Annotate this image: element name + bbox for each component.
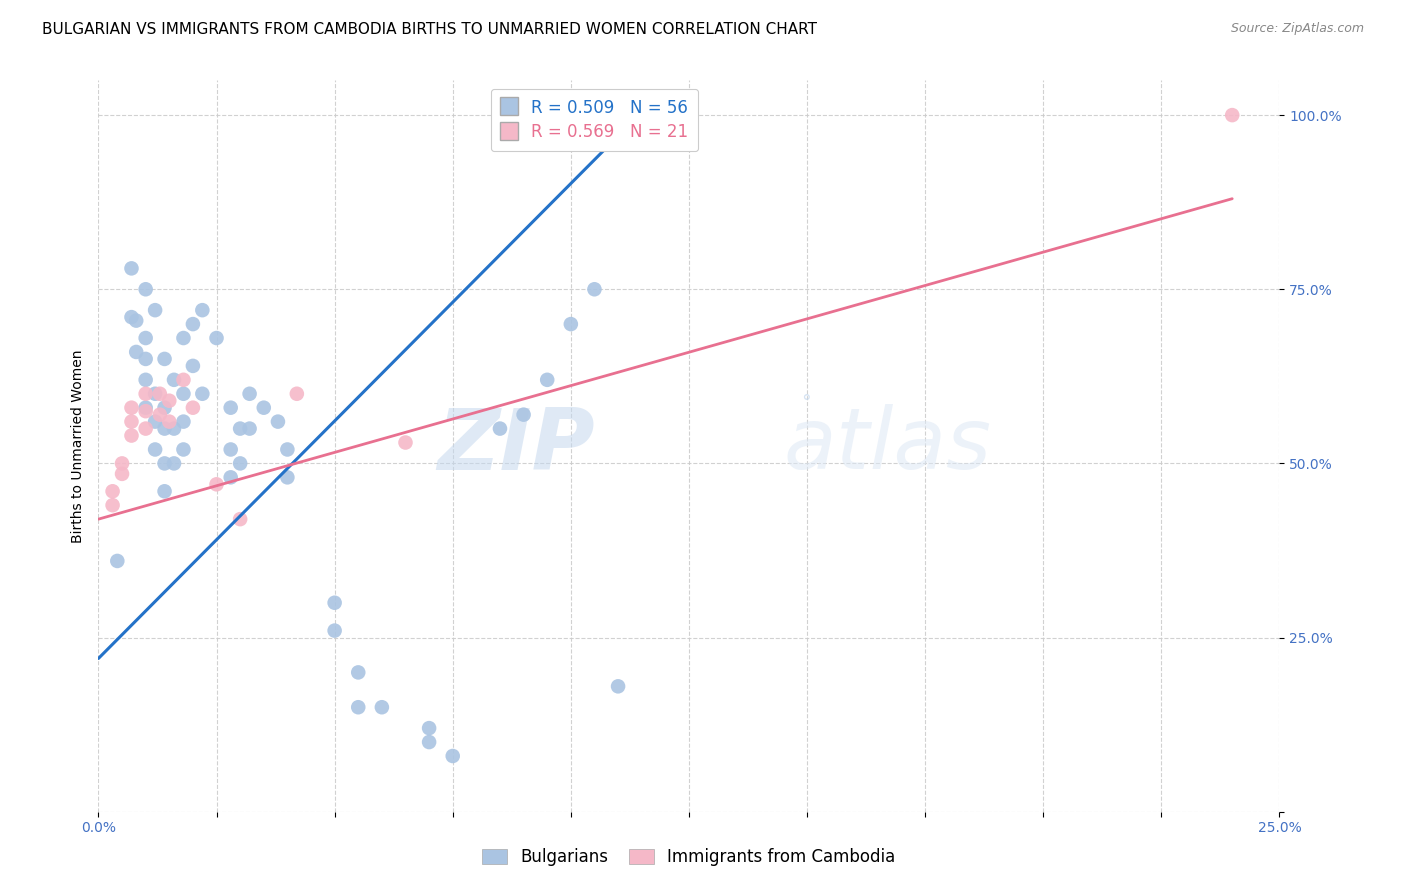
- Point: [219, 470, 242, 484]
- Point: [135, 373, 157, 387]
- Point: [157, 415, 180, 429]
- Text: °: °: [801, 392, 811, 411]
- Point: [489, 421, 512, 435]
- Point: [607, 679, 630, 693]
- Point: [105, 554, 128, 568]
- Point: [143, 303, 166, 318]
- Point: [172, 386, 194, 401]
- Point: [229, 512, 252, 526]
- Point: [253, 401, 276, 415]
- Point: [135, 282, 157, 296]
- Point: [143, 415, 166, 429]
- Point: [191, 303, 214, 318]
- Point: [172, 415, 194, 429]
- Point: [536, 373, 558, 387]
- Point: [441, 749, 464, 764]
- Point: [157, 393, 180, 408]
- Point: [153, 484, 176, 499]
- Point: [276, 470, 298, 484]
- Point: [101, 484, 124, 499]
- Y-axis label: Births to Unmarried Women: Births to Unmarried Women: [70, 350, 84, 542]
- Point: [560, 317, 582, 331]
- Point: [135, 401, 157, 415]
- Point: [172, 331, 194, 345]
- Point: [276, 442, 298, 457]
- Legend: Bulgarians, Immigrants from Cambodia: Bulgarians, Immigrants from Cambodia: [475, 841, 903, 873]
- Point: [583, 282, 606, 296]
- Point: [229, 457, 252, 471]
- Point: [181, 401, 204, 415]
- Point: [181, 359, 204, 373]
- Point: [121, 428, 143, 442]
- Point: [163, 421, 186, 435]
- Point: [135, 421, 157, 435]
- Point: [181, 317, 204, 331]
- Point: [323, 624, 346, 638]
- Point: [239, 421, 262, 435]
- Point: [347, 700, 370, 714]
- Point: [219, 401, 242, 415]
- Point: [191, 386, 214, 401]
- Text: atlas: atlas: [783, 404, 991, 488]
- Point: [121, 401, 143, 415]
- Text: Source: ZipAtlas.com: Source: ZipAtlas.com: [1230, 22, 1364, 36]
- Point: [101, 498, 124, 512]
- Point: [153, 351, 176, 366]
- Point: [149, 408, 172, 422]
- Point: [229, 421, 252, 435]
- Point: [347, 665, 370, 680]
- Point: [149, 386, 172, 401]
- Point: [418, 721, 440, 735]
- Text: BULGARIAN VS IMMIGRANTS FROM CAMBODIA BIRTHS TO UNMARRIED WOMEN CORRELATION CHAR: BULGARIAN VS IMMIGRANTS FROM CAMBODIA BI…: [42, 22, 817, 37]
- Point: [323, 596, 346, 610]
- Point: [111, 467, 134, 481]
- Point: [163, 457, 186, 471]
- Point: [153, 457, 176, 471]
- Point: [125, 313, 148, 327]
- Point: [121, 261, 143, 276]
- Point: [285, 386, 308, 401]
- Point: [135, 386, 157, 401]
- Point: [125, 345, 148, 359]
- Point: [143, 442, 166, 457]
- Point: [418, 735, 440, 749]
- Point: [135, 404, 157, 418]
- Point: [143, 386, 166, 401]
- Point: [267, 415, 290, 429]
- Point: [1220, 108, 1243, 122]
- Point: [111, 457, 134, 471]
- Point: [121, 415, 143, 429]
- Point: [394, 435, 416, 450]
- Point: [512, 408, 534, 422]
- Point: [371, 700, 394, 714]
- Point: [172, 442, 194, 457]
- Point: [205, 331, 228, 345]
- Point: [153, 401, 176, 415]
- Point: [135, 331, 157, 345]
- Point: [172, 373, 194, 387]
- Text: ZIP: ZIP: [437, 404, 595, 488]
- Point: [205, 477, 228, 491]
- Point: [121, 310, 143, 325]
- Point: [163, 373, 186, 387]
- Point: [153, 421, 176, 435]
- Point: [219, 442, 242, 457]
- Point: [135, 351, 157, 366]
- Point: [239, 386, 262, 401]
